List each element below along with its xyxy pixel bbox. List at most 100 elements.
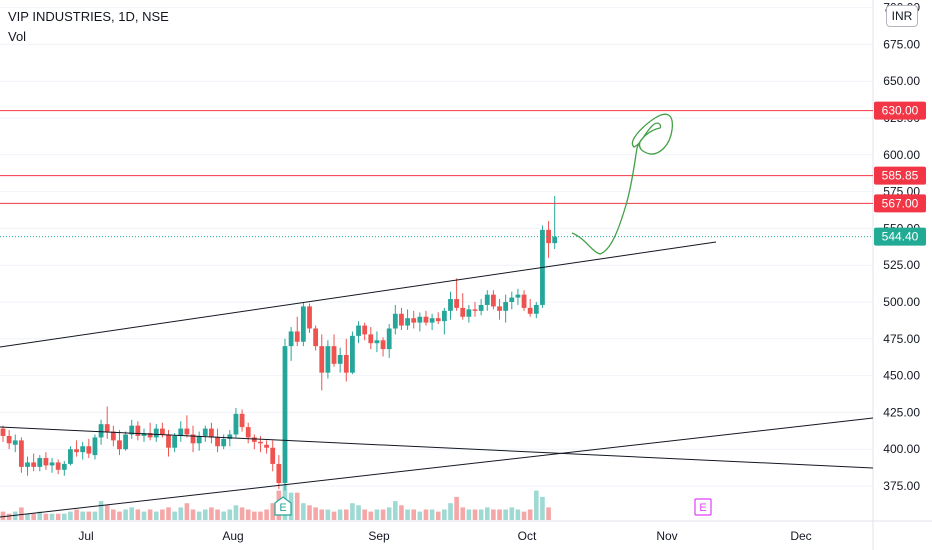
candle-body xyxy=(441,310,447,322)
candle-body xyxy=(491,294,496,307)
price-tick-label: 375.00 xyxy=(883,479,920,493)
volume-bar xyxy=(252,511,257,520)
candle-body xyxy=(196,435,202,444)
price-tick-label: 400.00 xyxy=(883,442,920,456)
volume-bar xyxy=(19,507,24,520)
volume-bar xyxy=(442,509,447,520)
candle-body xyxy=(509,297,515,302)
volume-bar xyxy=(386,507,392,520)
time-axis[interactable]: Jul Aug Sep Oct Nov Dec xyxy=(78,529,811,543)
volume-bar xyxy=(55,513,61,520)
volume-bar xyxy=(478,509,484,520)
candle-body xyxy=(264,444,269,448)
earnings-marker[interactable]: E xyxy=(694,498,712,516)
volume-bar xyxy=(405,509,410,520)
candle-body xyxy=(356,325,361,336)
candle-body xyxy=(135,425,141,436)
candle-body xyxy=(31,462,37,467)
time-tick-label: Nov xyxy=(656,529,677,543)
level-price-label: 567.00 xyxy=(882,196,919,210)
candle-body xyxy=(258,441,263,444)
volume-bar xyxy=(74,509,79,520)
volume-bar xyxy=(368,511,374,520)
symbol-title[interactable]: VIP INDUSTRIES, 1D, NSE xyxy=(8,9,169,24)
volume-bar xyxy=(62,513,67,520)
candle-body xyxy=(380,340,386,350)
candle-body xyxy=(552,236,558,244)
candle-body xyxy=(515,294,521,298)
candle-body xyxy=(270,447,276,464)
volume-bar xyxy=(43,513,49,520)
currency-button[interactable]: INR xyxy=(886,5,918,27)
volume-bar xyxy=(166,507,171,520)
volume-bar xyxy=(239,507,245,520)
volume-bar xyxy=(515,509,521,520)
price-tick-label: 500.00 xyxy=(883,295,920,309)
time-tick-label: Jul xyxy=(78,529,93,543)
earnings-marker[interactable]: E xyxy=(274,496,292,516)
volume-bar xyxy=(6,513,12,520)
candle-body xyxy=(521,294,527,308)
drawings[interactable] xyxy=(0,110,874,518)
volume-bar xyxy=(264,509,269,520)
candle-body xyxy=(221,438,227,447)
candle-body xyxy=(527,307,533,314)
volume-bar xyxy=(196,511,202,520)
earnings-marker-label: E xyxy=(699,502,706,514)
candle-body xyxy=(368,334,374,344)
volume-bar xyxy=(135,509,141,520)
price-tick-label: 475.00 xyxy=(883,332,920,346)
volume-bar xyxy=(491,509,496,520)
volume-bar xyxy=(307,505,312,520)
candle-body xyxy=(454,299,460,308)
candle-body xyxy=(61,463,67,470)
volume-bar xyxy=(258,511,263,520)
volume-bar xyxy=(68,511,73,520)
candle-body xyxy=(209,428,214,438)
level-price-label-bg xyxy=(874,101,926,120)
volume-bar xyxy=(160,509,165,520)
volume-bar xyxy=(509,507,515,520)
volume-bar xyxy=(92,511,98,520)
volume-bar xyxy=(417,511,423,520)
candle-body xyxy=(245,427,251,438)
candle-body xyxy=(110,431,116,441)
volume-bar xyxy=(454,496,459,520)
volume-bar xyxy=(325,509,331,520)
candle-body xyxy=(55,462,61,470)
price-tick-label: 450.00 xyxy=(883,369,920,383)
candle-body xyxy=(417,316,423,323)
volume-bar xyxy=(362,509,367,520)
volume-bar xyxy=(221,511,226,520)
volume-legend[interactable]: Vol xyxy=(8,29,27,44)
price-axis[interactable]: 375.00 400.00 425.00 450.00 475.00 500.00 525.… xyxy=(883,1,920,493)
volume-bar xyxy=(435,511,441,520)
volume-bar xyxy=(411,509,417,520)
candle-body xyxy=(429,318,435,323)
earnings-marker-badge xyxy=(274,496,292,516)
volume-bar xyxy=(37,511,43,520)
candle-body xyxy=(129,425,135,435)
candle-body xyxy=(288,331,294,347)
price-tick-label: 650.00 xyxy=(883,74,920,88)
volume-bar xyxy=(190,509,196,520)
candle-body xyxy=(147,433,153,438)
volume-bar xyxy=(497,509,502,520)
volume-bar xyxy=(484,507,490,520)
candle-body xyxy=(178,428,184,436)
current-price-label-bg xyxy=(874,227,926,246)
volume-bar xyxy=(215,509,220,520)
candle-body xyxy=(331,346,337,364)
candle-body xyxy=(497,306,502,311)
volume-bar xyxy=(337,509,343,520)
price-tick-label: 525.00 xyxy=(883,258,920,272)
volume-bar xyxy=(86,511,92,520)
earnings-marker-badge xyxy=(694,498,712,516)
volume-bar xyxy=(503,509,508,520)
candle-body xyxy=(478,304,484,311)
volume-bar xyxy=(141,511,147,520)
candle-body xyxy=(251,437,257,442)
